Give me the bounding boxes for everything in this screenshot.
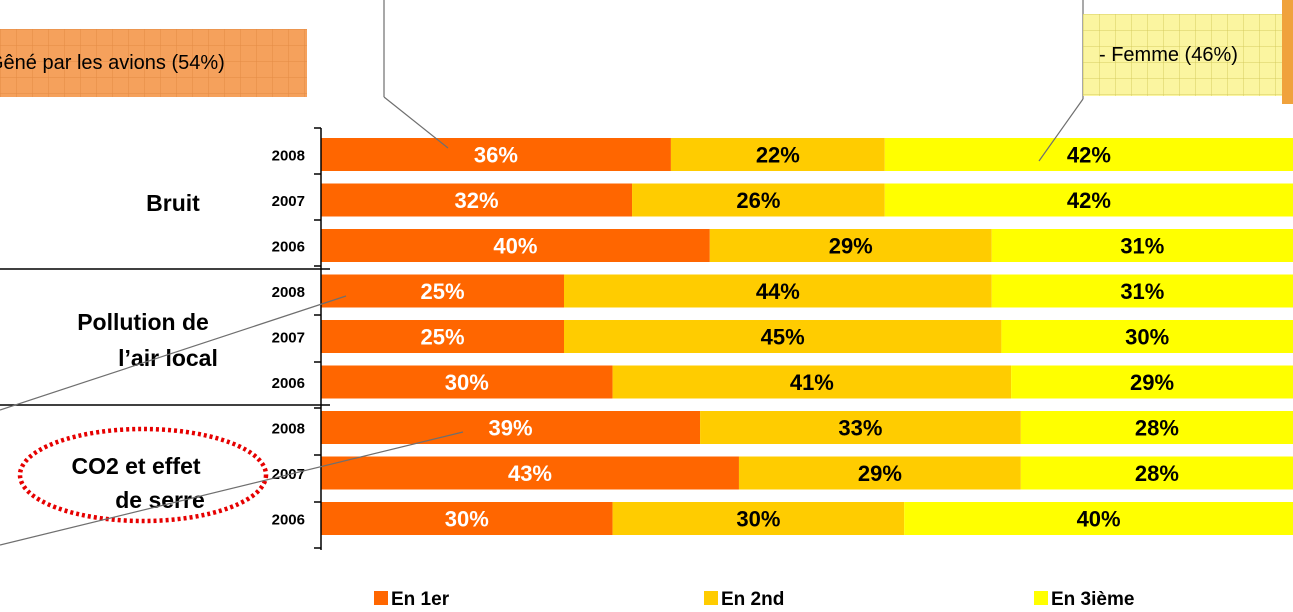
bar-pollution-de-l-air-local-2006-en-1er bbox=[321, 365, 613, 399]
bar-bruit-2007-en-2nd bbox=[632, 183, 885, 217]
bar-bruit-2008-en-1er-label: 36% bbox=[474, 143, 518, 168]
bar-bruit-2007-en-1er bbox=[321, 183, 633, 217]
leader-line-left-diagonal bbox=[383, 96, 449, 149]
legend-swatch-en-2nd bbox=[704, 591, 718, 605]
legend-label-en-1er: En 1er bbox=[391, 589, 450, 610]
bar-co2-et-effet-de-serre-2007-en-3ieme bbox=[1020, 456, 1293, 490]
year-label-bruit-2008: 2008 bbox=[272, 148, 305, 165]
bar-bruit-2006-en-2nd-label: 29% bbox=[829, 234, 873, 259]
leader-line-co2 bbox=[0, 431, 464, 546]
bar-pollution-de-l-air-local-2008-en-1er bbox=[321, 274, 564, 308]
bar-co2-et-effet-de-serre-2006-en-3ieme-label: 40% bbox=[1077, 507, 1121, 532]
group-label-co2-line1: CO2 et effet bbox=[71, 453, 200, 479]
bar-bruit-2008-en-1er bbox=[321, 138, 671, 171]
bar-bruit-2006-en-1er bbox=[321, 229, 710, 262]
legend-swatch-en-1er bbox=[374, 591, 388, 605]
bar-pollution-de-l-air-local-2008-en-3ieme bbox=[991, 274, 1293, 308]
year-label-co2-et-effet-de-serre-2008: 2008 bbox=[272, 421, 305, 438]
legend-label-en-2nd: En 2nd bbox=[721, 589, 784, 610]
year-label-bruit-2007: 2007 bbox=[272, 193, 305, 210]
edge-accent-bar bbox=[1282, 0, 1293, 104]
bar-bruit-2006-en-3ieme-label: 31% bbox=[1120, 234, 1164, 259]
year-label-bruit-2006: 2006 bbox=[272, 239, 305, 256]
bar-pollution-de-l-air-local-2007-en-1er bbox=[321, 320, 564, 353]
bar-co2-et-effet-de-serre-2006-en-2nd bbox=[612, 502, 905, 535]
bar-co2-et-effet-de-serre-2006-en-1er-label: 30% bbox=[445, 507, 489, 532]
year-label-pollution-de-l-air-local-2006: 2006 bbox=[272, 375, 305, 392]
group-label-pollution-line1: Pollution de bbox=[77, 309, 209, 335]
bar-pollution-de-l-air-local-2006-en-3ieme bbox=[1011, 365, 1293, 399]
callout-femme-text: - Femme (46%) bbox=[1099, 43, 1238, 66]
bar-co2-et-effet-de-serre-2007-en-2nd bbox=[738, 456, 1021, 490]
bar-co2-et-effet-de-serre-2007-en-1er-label: 43% bbox=[508, 461, 552, 486]
leader-line-pollution bbox=[0, 295, 347, 411]
group-label-bruit: Bruit bbox=[146, 190, 200, 216]
bar-pollution-de-l-air-local-2008-en-2nd-label: 44% bbox=[756, 279, 800, 304]
leader-line-right-diagonal bbox=[1038, 98, 1084, 162]
bar-co2-et-effet-de-serre-2008-en-2nd bbox=[700, 411, 1021, 444]
bar-pollution-de-l-air-local-2006-en-3ieme-label: 29% bbox=[1130, 370, 1174, 395]
bar-pollution-de-l-air-local-2007-en-3ieme-label: 30% bbox=[1125, 325, 1169, 350]
bar-bruit-2008-en-2nd-label: 22% bbox=[756, 143, 800, 168]
bar-co2-et-effet-de-serre-2006-en-3ieme bbox=[904, 502, 1293, 535]
legend-swatch-en-3ieme bbox=[1034, 591, 1048, 605]
bar-co2-et-effet-de-serre-2008-en-1er bbox=[321, 411, 701, 444]
bar-bruit-2008-en-3ieme-label: 42% bbox=[1067, 143, 1111, 168]
bar-pollution-de-l-air-local-2007-en-2nd bbox=[564, 320, 1002, 353]
bar-bruit-2007-en-3ieme bbox=[884, 183, 1293, 217]
legend-label-en-3ieme: En 3ième bbox=[1051, 589, 1134, 610]
bar-bruit-2008-en-3ieme bbox=[884, 138, 1293, 171]
bar-pollution-de-l-air-local-2008-en-2nd bbox=[564, 274, 992, 308]
group-label-pollution-line2: l’air local bbox=[118, 345, 218, 371]
bar-bruit-2007-en-3ieme-label: 42% bbox=[1067, 188, 1111, 213]
bar-pollution-de-l-air-local-2007-en-1er-label: 25% bbox=[420, 325, 464, 350]
callout-gene-avions-text: Gêné par les avions (54%) bbox=[0, 51, 225, 74]
bar-co2-et-effet-de-serre-2008-en-3ieme-label: 28% bbox=[1135, 416, 1179, 441]
bar-bruit-2008-en-2nd bbox=[670, 138, 885, 171]
bar-pollution-de-l-air-local-2007-en-3ieme bbox=[1001, 320, 1293, 353]
bar-pollution-de-l-air-local-2008-en-3ieme-label: 31% bbox=[1120, 279, 1164, 304]
bar-pollution-de-l-air-local-2007-en-2nd-label: 45% bbox=[761, 325, 805, 350]
bar-co2-et-effet-de-serre-2007-en-3ieme-label: 28% bbox=[1135, 461, 1179, 486]
callout-femme: - Femme (46%) bbox=[1083, 14, 1293, 96]
bar-co2-et-effet-de-serre-2007-en-1er bbox=[321, 456, 739, 490]
bar-bruit-2006-en-3ieme bbox=[991, 229, 1293, 262]
bar-bruit-2006-en-2nd bbox=[709, 229, 992, 262]
bar-co2-et-effet-de-serre-2008-en-1er-label: 39% bbox=[489, 416, 533, 441]
year-label-co2-et-effet-de-serre-2006: 2006 bbox=[272, 512, 305, 529]
year-label-pollution-de-l-air-local-2007: 2007 bbox=[272, 330, 305, 347]
bar-co2-et-effet-de-serre-2006-en-2nd-label: 30% bbox=[736, 507, 780, 532]
bar-pollution-de-l-air-local-2006-en-2nd bbox=[612, 365, 1012, 399]
bar-co2-et-effet-de-serre-2007-en-2nd-label: 29% bbox=[858, 461, 902, 486]
highlight-ellipse bbox=[17, 426, 269, 524]
group-label-co2-line2: de serre bbox=[115, 487, 205, 513]
bar-bruit-2007-en-1er-label: 32% bbox=[454, 188, 498, 213]
callout-gene-avions: Gêné par les avions (54%) bbox=[0, 29, 307, 97]
bar-co2-et-effet-de-serre-2008-en-3ieme bbox=[1020, 411, 1293, 444]
bar-co2-et-effet-de-serre-2006-en-1er bbox=[321, 502, 613, 535]
bar-pollution-de-l-air-local-2006-en-2nd-label: 41% bbox=[790, 370, 834, 395]
bar-co2-et-effet-de-serre-2008-en-2nd-label: 33% bbox=[838, 416, 882, 441]
bar-bruit-2006-en-1er-label: 40% bbox=[493, 234, 537, 259]
bar-bruit-2007-en-2nd-label: 26% bbox=[736, 188, 780, 213]
bar-pollution-de-l-air-local-2006-en-1er-label: 30% bbox=[445, 370, 489, 395]
bar-pollution-de-l-air-local-2008-en-1er-label: 25% bbox=[420, 279, 464, 304]
year-label-pollution-de-l-air-local-2008: 2008 bbox=[272, 284, 305, 301]
